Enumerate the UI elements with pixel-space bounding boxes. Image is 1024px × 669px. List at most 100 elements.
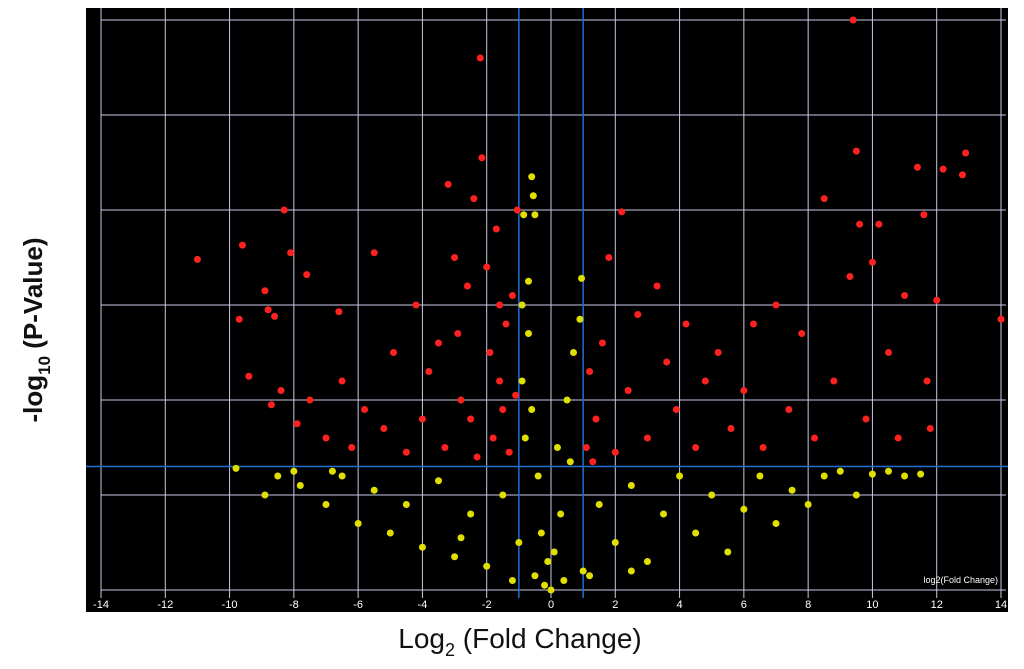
data-point — [856, 220, 864, 228]
x-tick-label: 8 — [805, 599, 811, 611]
data-point — [692, 529, 700, 537]
data-point — [913, 163, 921, 171]
data-point — [997, 315, 1005, 323]
data-point — [692, 444, 700, 451]
data-point — [296, 482, 304, 489]
data-point — [849, 16, 857, 24]
data-point — [525, 277, 532, 285]
data-point — [578, 274, 586, 282]
data-point — [550, 548, 558, 556]
data-point — [933, 296, 941, 304]
data-point — [605, 254, 613, 261]
data-point — [672, 406, 680, 413]
data-point — [820, 195, 828, 203]
x-label-rest: (Fold Change) — [455, 623, 642, 654]
data-point — [502, 320, 510, 328]
data-point — [528, 173, 536, 181]
x-label-main: Log — [398, 623, 445, 654]
data-point — [486, 349, 494, 356]
data-point — [232, 464, 240, 472]
data-point — [521, 434, 529, 442]
x-tick-label: -12 — [157, 599, 173, 611]
data-point — [463, 282, 471, 290]
data-point — [492, 225, 500, 233]
data-point — [663, 358, 671, 366]
data-point — [235, 315, 243, 323]
data-point — [939, 165, 947, 173]
data-point — [958, 171, 966, 179]
data-point — [267, 401, 275, 409]
data-point — [598, 339, 606, 347]
data-point — [885, 349, 892, 356]
y-tick-label: 3 — [74, 299, 80, 311]
x-tick-label: -14 — [93, 599, 109, 611]
data-point — [727, 425, 735, 432]
data-point — [518, 377, 526, 385]
data-point — [261, 287, 269, 295]
data-point — [682, 320, 690, 328]
data-point — [852, 491, 860, 499]
data-point — [868, 470, 876, 478]
data-point — [370, 486, 378, 494]
data-point — [361, 406, 369, 413]
data-point — [537, 529, 545, 537]
data-point — [518, 301, 526, 309]
data-point — [820, 472, 828, 480]
data-point — [653, 282, 661, 290]
plot-background — [86, 8, 1008, 612]
data-point — [478, 154, 486, 162]
y-tick-label: 4 — [74, 204, 80, 216]
y-axis-label: -log10 (P-Value) — [18, 237, 54, 422]
y-tick-label: 2 — [74, 394, 80, 406]
data-point — [238, 241, 246, 249]
data-point — [528, 406, 536, 413]
data-point — [852, 147, 860, 155]
x-tick-label: 0 — [548, 599, 554, 611]
data-point — [529, 192, 537, 200]
data-point — [618, 208, 626, 216]
data-point — [354, 520, 362, 527]
data-point — [868, 258, 876, 266]
data-point — [740, 505, 748, 513]
data-point — [322, 501, 330, 508]
data-point — [508, 292, 516, 299]
data-point — [830, 377, 838, 385]
data-point — [489, 434, 497, 442]
data-point — [390, 349, 397, 356]
data-point — [193, 255, 201, 263]
data-point — [467, 415, 475, 423]
data-point — [483, 263, 491, 271]
data-point — [920, 211, 928, 219]
data-point — [553, 444, 561, 451]
data-point — [785, 406, 793, 413]
data-point — [563, 396, 571, 404]
data-point — [454, 330, 462, 337]
data-point — [894, 434, 902, 442]
data-point — [627, 567, 635, 575]
data-point — [451, 254, 459, 261]
annotation: log2(Fold Change) — [923, 575, 998, 585]
data-point — [701, 377, 709, 385]
data-point — [467, 510, 475, 518]
data-point — [264, 306, 272, 314]
data-point — [444, 180, 452, 188]
data-point — [348, 444, 356, 451]
data-point — [926, 425, 934, 432]
data-point — [611, 539, 619, 546]
x-tick-label: 10 — [866, 599, 878, 611]
data-point — [306, 396, 314, 404]
data-point — [290, 467, 298, 475]
data-point — [525, 330, 532, 337]
data-point — [457, 534, 465, 542]
x-tick-label: -6 — [353, 599, 363, 611]
data-point — [245, 372, 253, 380]
data-point — [483, 562, 491, 570]
data-point — [515, 539, 523, 546]
data-point — [756, 472, 764, 480]
data-point — [499, 491, 507, 499]
data-point — [676, 472, 684, 480]
data-point — [901, 292, 909, 299]
data-point — [875, 220, 883, 228]
data-point — [338, 377, 346, 385]
